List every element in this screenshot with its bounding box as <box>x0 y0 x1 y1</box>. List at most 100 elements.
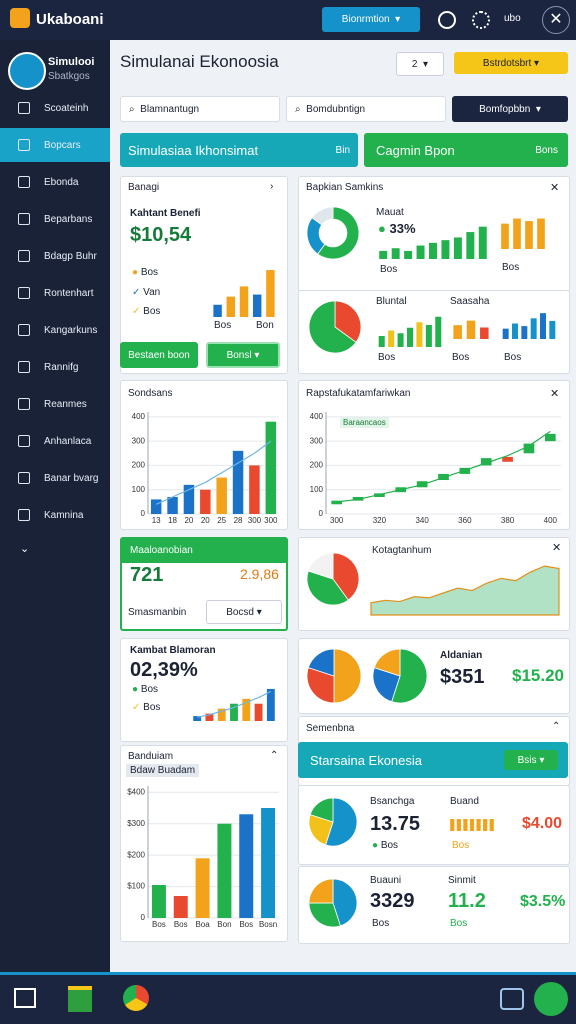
card-value: 02,39% <box>130 659 198 681</box>
banner-button-label: Bsis <box>517 754 537 766</box>
sidebar-item[interactable]: Kamnina <box>0 498 110 532</box>
bar <box>404 250 413 259</box>
bar <box>540 313 546 339</box>
bar <box>230 703 238 721</box>
y-tick-label: $400 <box>127 787 145 796</box>
sidebar-item[interactable]: Beparbans <box>0 202 110 236</box>
browser-icon[interactable] <box>123 985 149 1011</box>
icon[interactable] <box>438 11 456 29</box>
pie-slice <box>309 797 334 823</box>
bar <box>489 819 494 831</box>
header-button[interactable]: Bstrdotsbrt ▾ <box>454 52 568 74</box>
mini-chart <box>213 270 275 317</box>
area <box>370 565 560 616</box>
close-button[interactable]: ✕ <box>542 6 570 34</box>
mini-chart <box>379 226 487 259</box>
x-tick-label: 360 <box>458 516 472 525</box>
candle <box>331 500 343 505</box>
fab-button[interactable] <box>534 982 568 1016</box>
card-value: 13.75 <box>370 813 421 835</box>
profile-sub: Sbatkgos <box>48 71 90 82</box>
bar <box>463 819 468 831</box>
banner[interactable]: Cagmin Bpon Bons <box>364 133 568 167</box>
banner-button[interactable]: Bsis ▾ <box>504 750 558 770</box>
pie-slice <box>325 797 358 847</box>
chevron[interactable]: › <box>270 181 274 192</box>
close-icon[interactable]: ✕ <box>550 182 560 194</box>
legend-label: Bos <box>143 306 161 317</box>
sidebar-label: Beparbans <box>44 213 93 225</box>
legend-item: ✓ Bos <box>132 306 161 317</box>
x-tick-label: 400 <box>544 516 558 525</box>
pie-chart <box>308 797 358 847</box>
y-tick-label: $100 <box>127 882 145 891</box>
banner[interactable]: Simulasiaa Ikhonsimat Bin <box>120 133 358 167</box>
search-input[interactable]: ⌕ Blamnantugn <box>120 96 280 122</box>
header-button-label: Bstrdotsbrt <box>482 57 532 69</box>
top-dropdown[interactable]: Bionrmtion ▾ <box>322 7 420 32</box>
x-tick-label: 25 <box>217 516 226 525</box>
chevron[interactable]: ⌃ <box>270 750 279 761</box>
bar <box>254 703 263 721</box>
card-title: Rapstafukatamfariwkan <box>306 388 411 399</box>
tray-icon[interactable] <box>500 988 524 1010</box>
mini-chart <box>378 316 442 347</box>
pie-slice <box>308 814 334 846</box>
bar <box>549 320 556 339</box>
select[interactable]: Bocsd ▾ <box>206 600 282 624</box>
select-label: Bonsl <box>226 349 252 361</box>
bar <box>173 896 188 918</box>
card-value: $351 <box>440 666 485 688</box>
card-value-text: 33% <box>389 221 416 236</box>
top-dropdown-label: Bionrmtion <box>341 14 390 25</box>
sidebar-item[interactable]: Ebonda <box>0 165 110 199</box>
sidebar-item[interactable]: Kangarkuns <box>0 313 110 347</box>
bar <box>450 819 455 831</box>
sidebar-item[interactable]: Scoateinh <box>0 91 110 125</box>
y-tick-label: 300 <box>310 436 324 445</box>
user-label[interactable]: ubo <box>504 13 521 24</box>
bar <box>441 240 450 259</box>
page-select[interactable]: 2 ▾ <box>396 52 444 76</box>
chevron[interactable]: ⌃ <box>552 721 561 732</box>
card-note: Bos <box>450 918 468 929</box>
expand-chevron[interactable]: ⌄ <box>20 543 30 555</box>
sidebar-item[interactable]: Bdagp Buhr <box>0 239 110 273</box>
card-title: Semenbna <box>306 723 355 734</box>
donut-hole <box>318 218 348 248</box>
search-input[interactable]: ⌕ Bomdubntign <box>286 96 446 122</box>
action-button[interactable]: Bestaen boon <box>120 342 198 368</box>
sidebar-item[interactable]: Reanmes <box>0 387 110 421</box>
mini-chart <box>502 313 556 339</box>
close-icon[interactable]: ✕ <box>552 542 562 554</box>
pie-slice <box>332 552 360 601</box>
files-icon[interactable] <box>68 986 92 1012</box>
candle <box>480 458 492 466</box>
bar <box>266 688 275 721</box>
bar <box>252 294 262 317</box>
card <box>298 380 570 530</box>
donut-chart <box>306 206 360 260</box>
card-value: ● 33% <box>378 221 416 236</box>
sidebar-icon <box>18 509 30 521</box>
y-tick-label: 400 <box>310 412 324 421</box>
sidebar-item[interactable]: Rontenhart <box>0 276 110 310</box>
card-title: Bapkian Samkins <box>306 182 384 193</box>
home-icon[interactable] <box>14 988 36 1008</box>
sidebar-item[interactable]: Bopcars <box>0 128 110 162</box>
pie-chart <box>372 648 428 704</box>
mini-chart <box>193 688 275 721</box>
pie-slice <box>332 878 358 927</box>
search-select[interactable]: Bomfopbbn ▾ <box>452 96 568 122</box>
settings-icon[interactable] <box>472 11 490 29</box>
sidebar-item[interactable]: Rannifg <box>0 350 110 384</box>
bar <box>167 497 178 514</box>
pie-slice <box>306 570 349 606</box>
pie-slice <box>308 878 334 904</box>
sidebar-label: Kangarkuns <box>44 324 98 336</box>
chart-badge: Baraancaos <box>340 417 389 428</box>
sidebar-item[interactable]: Anhanlaca <box>0 424 110 458</box>
sidebar-item[interactable]: Banar bvarg <box>0 461 110 495</box>
select[interactable]: Bonsl ▾ <box>206 342 280 368</box>
close-icon[interactable]: ✕ <box>550 388 560 400</box>
